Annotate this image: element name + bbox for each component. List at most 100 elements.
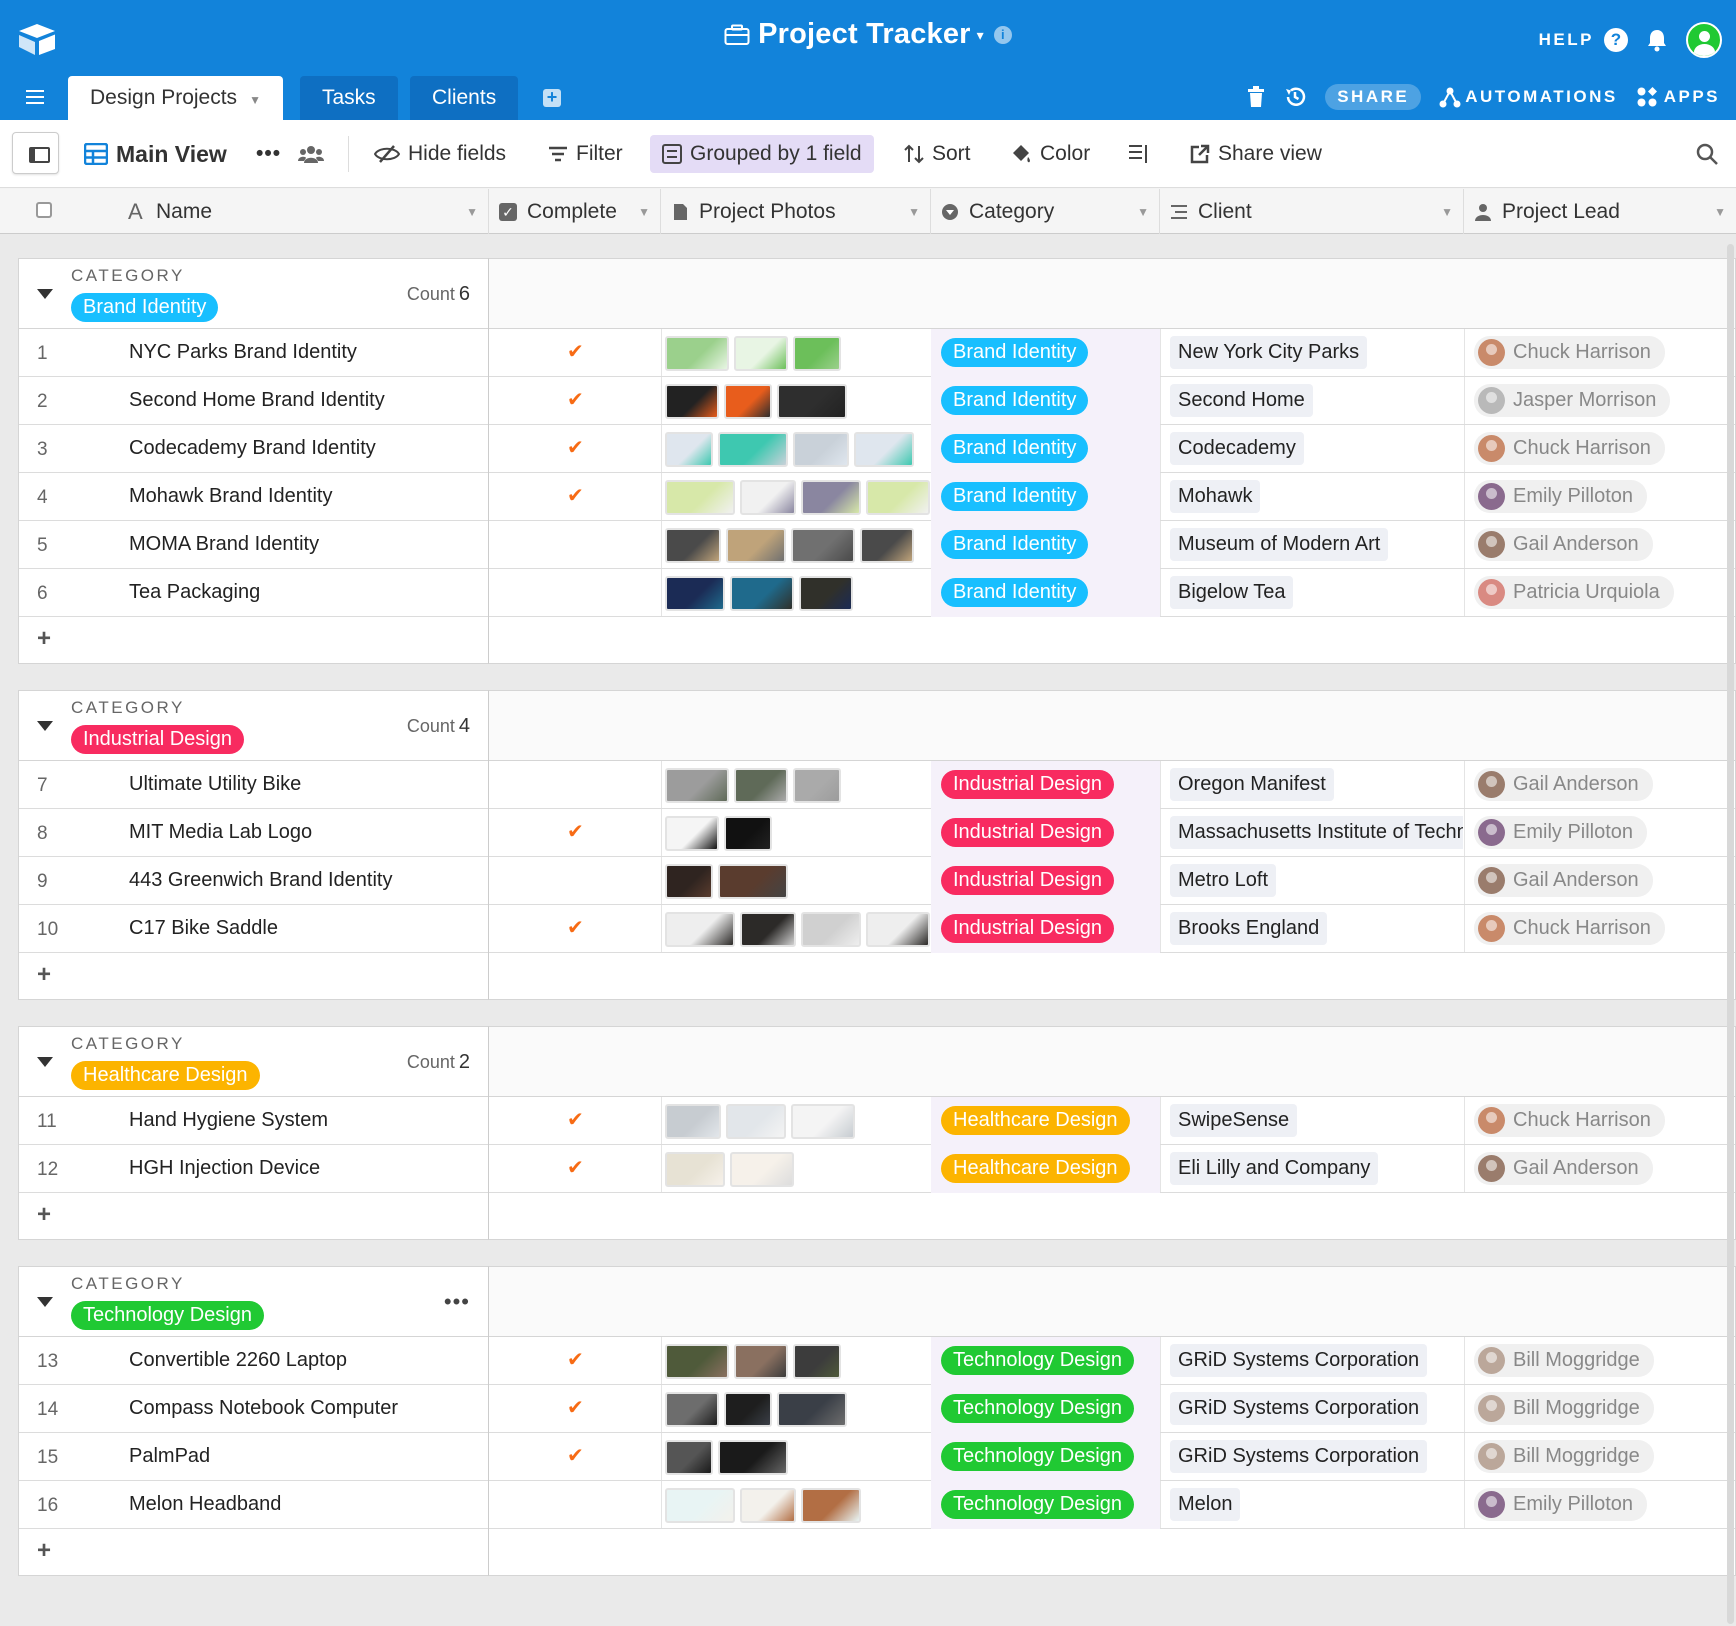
client-link-chip[interactable]: Bigelow Tea xyxy=(1170,576,1294,609)
user-avatar[interactable] xyxy=(1686,22,1722,58)
column-header-client[interactable]: Client ▼ xyxy=(1160,189,1464,234)
table-row[interactable]: 9 443 Greenwich Brand Identity xyxy=(19,857,488,905)
client-link-chip[interactable]: SwipeSense xyxy=(1170,1104,1298,1137)
share-view-button[interactable]: Share view xyxy=(1190,137,1322,171)
tab-clients[interactable]: Clients xyxy=(410,76,519,120)
complete-cell[interactable] xyxy=(489,857,661,905)
add-record-row[interactable]: + xyxy=(19,617,488,665)
add-record-row[interactable]: + xyxy=(19,953,488,1001)
complete-cell[interactable] xyxy=(489,1481,661,1529)
collaborator-chip[interactable]: Gail Anderson xyxy=(1474,768,1653,801)
bell-icon[interactable] xyxy=(1646,28,1668,52)
client-cell[interactable]: Melon xyxy=(1160,1481,1463,1529)
client-cell[interactable]: Oregon Manifest xyxy=(1160,761,1463,809)
client-link-chip[interactable]: Codecademy xyxy=(1170,432,1304,465)
collaborator-chip[interactable]: Gail Anderson xyxy=(1474,1152,1653,1185)
table-row-cells[interactable]: ✔ Brand Identity Codecademy Chuck Harrison xyxy=(489,425,1735,473)
category-cell[interactable]: Industrial Design xyxy=(931,905,1160,953)
color-button[interactable]: Color xyxy=(1010,137,1090,171)
client-link-chip[interactable]: Museum of Modern Art xyxy=(1170,528,1389,561)
column-header-complete[interactable]: ✓ Complete ▼ xyxy=(489,189,661,234)
sort-button[interactable]: Sort xyxy=(904,137,971,171)
client-link-chip[interactable]: Mohawk xyxy=(1170,480,1261,513)
table-row-cells[interactable]: ✔ Brand Identity New York City Parks Chuck … xyxy=(489,329,1735,377)
photo-thumbnail[interactable] xyxy=(724,816,772,851)
category-cell[interactable]: Technology Design xyxy=(931,1481,1160,1529)
table-row-cells[interactable]: Industrial Design Metro Loft Gail Anderson xyxy=(489,857,1735,905)
add-record-icon[interactable]: + xyxy=(37,1537,52,1564)
airtable-logo-icon[interactable] xyxy=(16,22,58,56)
record-name[interactable]: Hand Hygiene System xyxy=(129,1109,328,1131)
photo-thumbnail[interactable] xyxy=(665,480,735,515)
photo-thumbnail[interactable] xyxy=(665,1440,713,1475)
hide-fields-button[interactable]: Hide fields xyxy=(374,137,506,171)
photos-cell[interactable] xyxy=(661,473,931,521)
photo-thumbnail[interactable] xyxy=(734,1344,788,1379)
record-name[interactable]: PalmPad xyxy=(129,1445,211,1467)
add-record-icon[interactable]: + xyxy=(37,961,52,988)
category-cell[interactable]: Technology Design xyxy=(931,1433,1160,1481)
chevron-down-icon[interactable]: ▼ xyxy=(249,93,261,107)
add-record-icon[interactable]: + xyxy=(37,625,52,652)
lead-cell[interactable]: Jasper Morrison xyxy=(1464,377,1734,425)
complete-cell[interactable]: ✔ xyxy=(489,905,661,953)
photo-thumbnail[interactable] xyxy=(718,432,788,467)
collapse-chevron-icon[interactable] xyxy=(37,721,53,731)
record-name[interactable]: NYC Parks Brand Identity xyxy=(129,341,357,363)
record-name[interactable]: Compass Notebook Computer xyxy=(129,1397,399,1419)
category-cell[interactable]: Brand Identity xyxy=(931,329,1160,377)
group-header[interactable]: CATEGORY Brand Identity Count 6 xyxy=(19,259,488,329)
checkmark-icon[interactable]: ✔ xyxy=(567,1109,584,1131)
lead-cell[interactable]: Emily Pilloton xyxy=(1464,473,1734,521)
add-record-row[interactable]: + xyxy=(19,1529,488,1577)
photos-cell[interactable] xyxy=(661,377,931,425)
group-header[interactable]: CATEGORY Industrial Design Count 4 xyxy=(19,691,488,761)
collaborator-chip[interactable]: Chuck Harrison xyxy=(1474,432,1665,465)
collaborator-chip[interactable]: Emily Pilloton xyxy=(1474,480,1648,513)
photo-thumbnail[interactable] xyxy=(866,912,930,947)
photo-thumbnail[interactable] xyxy=(665,1152,725,1187)
collaborator-chip[interactable]: Patricia Urquiola xyxy=(1474,576,1674,609)
checkmark-icon[interactable]: ✔ xyxy=(567,437,584,459)
complete-cell[interactable] xyxy=(489,521,661,569)
table-row-cells[interactable]: Technology Design Melon Emily Pilloton xyxy=(489,1481,1735,1529)
client-link-chip[interactable]: GRiD Systems Corporation xyxy=(1170,1440,1428,1473)
filter-button[interactable]: Filter xyxy=(548,137,623,171)
photo-thumbnail[interactable] xyxy=(791,1104,855,1139)
row-height-button[interactable] xyxy=(1128,137,1150,171)
collaborator-chip[interactable]: Bill Moggridge xyxy=(1474,1440,1654,1473)
category-cell[interactable]: Brand Identity xyxy=(931,569,1160,617)
lead-cell[interactable]: Chuck Harrison xyxy=(1464,905,1734,953)
collaborator-chip[interactable]: Chuck Harrison xyxy=(1474,336,1665,369)
apps-button[interactable]: APPS xyxy=(1636,86,1720,108)
complete-cell[interactable]: ✔ xyxy=(489,425,661,473)
photos-cell[interactable] xyxy=(661,1481,931,1529)
table-row-cells[interactable]: ✔ Healthcare Design Eli Lilly and Company G… xyxy=(489,1145,1735,1193)
table-row[interactable]: 11 Hand Hygiene System xyxy=(19,1097,488,1145)
photo-thumbnail[interactable] xyxy=(665,576,725,611)
client-link-chip[interactable]: GRiD Systems Corporation xyxy=(1170,1344,1428,1377)
base-title[interactable]: Project Tracker ▾ i xyxy=(724,18,1012,50)
client-cell[interactable]: GRiD Systems Corporation xyxy=(1160,1385,1463,1433)
lead-cell[interactable]: Gail Anderson xyxy=(1464,521,1734,569)
checkmark-icon[interactable]: ✔ xyxy=(567,917,584,939)
photos-cell[interactable] xyxy=(661,905,931,953)
chevron-down-icon[interactable]: ▼ xyxy=(466,205,478,219)
category-cell[interactable]: Industrial Design xyxy=(931,809,1160,857)
client-link-chip[interactable]: Massachusetts Institute of Technology xyxy=(1170,816,1463,849)
collaborator-chip[interactable]: Chuck Harrison xyxy=(1474,912,1665,945)
group-header[interactable]: CATEGORY Technology Design ••• xyxy=(19,1267,488,1337)
table-row[interactable]: 4 Mohawk Brand Identity xyxy=(19,473,488,521)
client-cell[interactable]: GRiD Systems Corporation xyxy=(1160,1433,1463,1481)
lead-cell[interactable]: Gail Anderson xyxy=(1464,857,1734,905)
collapse-chevron-icon[interactable] xyxy=(37,289,53,299)
category-cell[interactable]: Healthcare Design xyxy=(931,1097,1160,1145)
chevron-down-icon[interactable]: ▼ xyxy=(1441,205,1453,219)
photo-thumbnail[interactable] xyxy=(665,1392,719,1427)
record-name[interactable]: Codecademy Brand Identity xyxy=(129,437,376,459)
collapse-chevron-icon[interactable] xyxy=(37,1297,53,1307)
table-row-cells[interactable]: ✔ Brand Identity Second Home Jasper Morriso… xyxy=(489,377,1735,425)
photo-thumbnail[interactable] xyxy=(740,1488,796,1523)
menu-icon[interactable] xyxy=(26,90,44,104)
photos-cell[interactable] xyxy=(661,1385,931,1433)
